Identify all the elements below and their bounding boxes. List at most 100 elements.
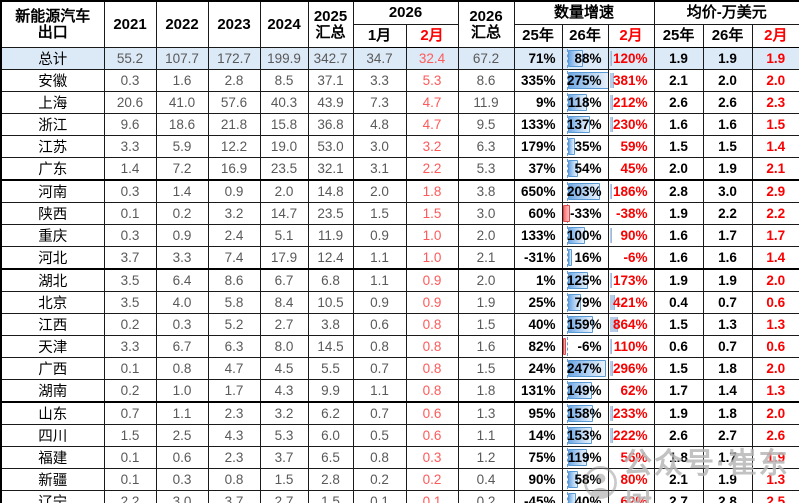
- table-cell: 2.6: [653, 91, 704, 114]
- table-cell: 2.2: [405, 157, 459, 181]
- table-cell: 7.3: [352, 91, 407, 114]
- cell-value: 1.9: [766, 450, 786, 465]
- cell-value: -33%: [569, 206, 602, 221]
- cell-value: 1.6: [669, 228, 688, 243]
- cell-value: 1.6: [476, 339, 496, 354]
- table-cell: 1.3: [751, 379, 799, 403]
- cell-value: 11.9: [473, 95, 499, 110]
- table-header: 新能源汽车 出口 2021 2022 2023 2024 2025 汇总 202…: [0, 0, 799, 48]
- cell-value: 1.8: [476, 383, 496, 398]
- table-cell: 12.4: [307, 246, 354, 270]
- cell-value: 0.2: [120, 317, 140, 332]
- cell-value: 1.6: [172, 73, 192, 88]
- cell-value: 5.1: [274, 228, 294, 243]
- cell-value: 8.4: [274, 295, 294, 310]
- table-cell: 3.2: [207, 202, 261, 225]
- cell-value: 58%: [574, 472, 602, 487]
- header-growth-feb: 2月: [607, 24, 655, 48]
- table-cell: 54%: [561, 157, 609, 181]
- table-cell: 79%: [561, 291, 609, 314]
- table-cell: 0.6: [405, 424, 459, 447]
- table-cell: 6.7: [259, 268, 309, 292]
- table-cell: 56%: [607, 446, 655, 469]
- table-cell: 1.9: [751, 446, 799, 469]
- cell-value: 56%: [620, 450, 648, 465]
- cell-value: 381%: [613, 73, 648, 88]
- header-growth-25: 25年: [513, 24, 563, 48]
- table-cell: 1.2: [457, 446, 515, 469]
- cell-value: 1.3: [766, 472, 786, 487]
- table-cell: 0.7: [352, 401, 407, 425]
- cell-value: 0.7: [718, 295, 737, 310]
- cell-value: 25%: [528, 295, 556, 310]
- databar: [567, 382, 592, 399]
- cell-value: 40.3: [270, 95, 298, 110]
- databar-light: [609, 117, 613, 132]
- databar-axis: [566, 293, 568, 312]
- table-cell: 131%: [513, 379, 563, 403]
- table-cell: 650%: [513, 179, 563, 203]
- cell-value: 6.3: [476, 139, 496, 154]
- table-cell: 2.5: [751, 490, 799, 503]
- cell-value: 82%: [528, 339, 556, 354]
- cell-value: 1.6: [669, 250, 688, 265]
- table-cell: 0.8: [352, 446, 407, 469]
- table-cell: 53.0: [307, 135, 354, 158]
- cell-value: 2.5: [766, 494, 786, 503]
- table-cell: 0.3: [103, 69, 157, 92]
- table-cell: 2.0: [457, 224, 515, 247]
- table-cell: 40%: [561, 490, 609, 503]
- table-body: 总计 55.2 107.7 172.7 199.9 342.7 34.7 32.4 67.2 71…: [0, 47, 799, 503]
- cell-value: 3.5: [120, 273, 140, 288]
- table-cell: 0.6: [751, 335, 799, 358]
- cell-value: 0.8: [370, 450, 389, 465]
- cell-value: 179%: [520, 139, 556, 154]
- table-cell: 1.9: [702, 47, 753, 70]
- table-cell: 6.2: [307, 401, 354, 425]
- table-cell: 0.9: [405, 268, 459, 292]
- table-cell: 3.8: [457, 179, 515, 203]
- cell-value: 1.5: [669, 317, 688, 332]
- table-cell: 0.2: [457, 490, 515, 503]
- databar-axis: [566, 448, 568, 467]
- table-cell: 3.0: [352, 135, 407, 158]
- cell-value: 55.2: [116, 51, 144, 66]
- table-cell: 118%: [561, 91, 609, 114]
- table-cell: 2.8: [653, 179, 704, 203]
- table-cell: 3.0: [155, 490, 209, 503]
- table-cell: 8.5: [259, 69, 309, 92]
- cell-value: 1.3: [766, 317, 786, 332]
- table-cell: 37%: [513, 157, 563, 181]
- table-cell: 3.7: [207, 490, 261, 503]
- table-row: 广东 1.4 7.2 16.9 23.5 32.1 3.1 2.2 5.3 37% 54% 45% 2.…: [0, 157, 799, 181]
- cell-value: 125%: [566, 273, 602, 288]
- table-cell: 4.8: [352, 113, 407, 136]
- cell-value: 0.3: [120, 73, 140, 88]
- table-cell: 1.5: [653, 135, 704, 158]
- cell-value: 1.9: [718, 51, 737, 66]
- table-cell: 199.9: [259, 47, 309, 70]
- cell-value: 296%: [613, 361, 648, 376]
- cell-value: 2.3: [766, 95, 786, 110]
- cell-value: 0.9: [422, 295, 442, 310]
- cell-value: 2.3: [224, 450, 244, 465]
- cell-value: 32.4: [418, 51, 446, 66]
- cell-value: 24%: [528, 361, 556, 376]
- cell-value: 1.5: [476, 361, 496, 376]
- table-cell: 0.5: [352, 424, 407, 447]
- cell-value: 137%: [566, 117, 602, 132]
- province-label: 北京: [0, 291, 105, 314]
- table-cell: 14.5: [307, 335, 354, 358]
- cell-value: 2.7: [718, 428, 737, 443]
- cell-value: 0.8: [172, 361, 192, 376]
- cell-value: 17.9: [270, 250, 298, 265]
- table-cell: 120%: [607, 47, 655, 70]
- table-cell: 14.8: [307, 179, 354, 203]
- cell-value: 5.9: [172, 139, 192, 154]
- table-cell: 1.0: [405, 224, 459, 247]
- table-cell: 212%: [607, 91, 655, 114]
- cell-value: 0.6: [422, 428, 442, 443]
- table-cell: 2.1: [751, 157, 799, 181]
- cell-value: 2.0: [370, 184, 389, 199]
- table-cell: 2.7: [653, 490, 704, 503]
